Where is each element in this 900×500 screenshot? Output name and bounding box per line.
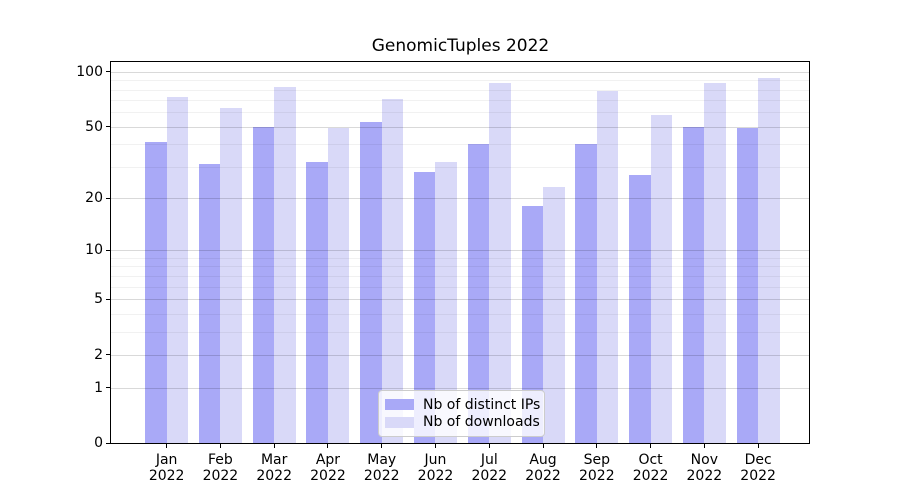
bar-distinct-ips-may [360,122,382,444]
legend-label-downloads: Nb of downloads [423,414,540,431]
x-tick-label-jan: Jan 2022 [148,452,185,485]
x-tick-jan [166,443,168,449]
y-tick-label-1: 1 [94,379,103,396]
bar-downloads-oct [650,115,673,444]
y-tick-label-5: 5 [94,291,103,308]
bar-downloads-jan [166,96,189,444]
legend-swatch-distinct-ips [385,399,414,411]
y-tick-1 [106,387,111,389]
bar-distinct-ips-apr [306,161,328,444]
y-tick-label-100: 100 [76,63,103,80]
y-tick-label-2: 2 [94,346,103,363]
x-tick-label-may: May 2022 [363,452,400,485]
bar-downloads-jun [435,161,457,444]
x-tick-label-apr: Apr 2022 [310,452,346,485]
legend-swatch-downloads [385,416,414,428]
y-tick-label-50: 50 [85,118,103,135]
x-tick-dec [757,443,759,449]
y-tick-0 [106,442,111,444]
bar-downloads-nov [704,82,726,444]
x-tick-sep [596,443,598,449]
x-tick-label-sep: Sep 2022 [578,452,615,485]
x-tick-label-oct: Oct 2022 [632,452,669,485]
bar-distinct-ips-jul [467,144,490,444]
bar-distinct-ips-jan [145,142,167,444]
gridline-y-100 [111,71,810,73]
bar-distinct-ips-sep [575,144,597,444]
x-tick-label-feb: Feb 2022 [202,452,239,485]
y-tick-100 [106,71,111,73]
bar-distinct-ips-aug [521,206,544,444]
x-tick-label-dec: Dec 2022 [740,452,776,485]
bar-downloads-apr [327,128,350,444]
x-tick-label-jun: Jun 2022 [417,452,454,485]
x-tick-label-mar: Mar 2022 [256,452,292,485]
x-tick-label-jul: Jul 2022 [471,452,508,485]
bar-distinct-ips-jun [413,172,436,444]
bar-distinct-ips-nov [682,126,705,444]
legend: Nb of distinct IPs Nb of downloads [378,390,545,437]
minor-gridline-y-90 [111,80,810,82]
x-tick-jul [488,443,490,449]
legend-item-downloads: Nb of downloads [385,414,540,430]
y-tick-20 [106,197,111,199]
bar-downloads-feb [220,108,242,444]
x-tick-oct [650,443,652,449]
x-tick-nov [703,443,705,449]
bar-distinct-ips-dec [736,128,759,444]
x-tick-may [381,443,383,449]
legend-item-distinct-ips: Nb of distinct IPs [385,397,540,413]
bar-downloads-may [381,99,404,444]
bar-downloads-aug [543,187,565,444]
chart-title: GenomicTuples 2022 [371,36,550,56]
bar-downloads-sep [596,90,619,444]
y-tick-5 [106,298,111,300]
x-tick-mar [273,443,275,449]
x-tick-apr [327,443,329,449]
x-tick-label-aug: Aug 2022 [525,452,561,485]
x-tick-feb [219,443,221,449]
bar-downloads-dec [758,78,780,444]
bar-downloads-jul [489,82,511,444]
bar-distinct-ips-mar [252,126,275,444]
x-tick-aug [542,443,544,449]
bar-downloads-mar [274,86,296,444]
x-tick-label-nov: Nov 2022 [686,452,723,485]
y-tick-label-10: 10 [85,242,103,259]
y-tick-2 [106,354,111,356]
bar-distinct-ips-oct [629,175,651,444]
x-tick-jun [434,443,436,449]
y-tick-10 [106,249,111,251]
y-tick-label-20: 20 [85,190,103,207]
y-tick-label-0: 0 [94,435,103,452]
bar-distinct-ips-feb [198,164,221,444]
legend-label-distinct-ips: Nb of distinct IPs [423,396,541,413]
y-tick-50 [106,126,111,128]
